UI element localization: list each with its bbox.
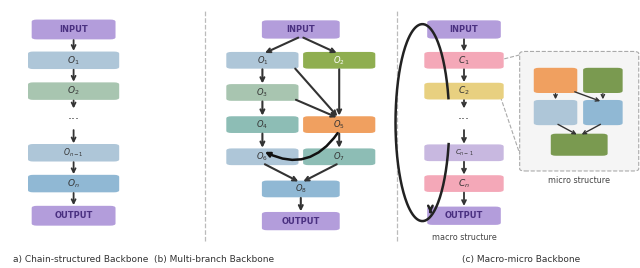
- Text: $C_{n-1}$: $C_{n-1}$: [454, 148, 474, 158]
- FancyBboxPatch shape: [32, 20, 115, 39]
- FancyBboxPatch shape: [534, 100, 577, 125]
- Text: ···: ···: [68, 113, 79, 126]
- FancyBboxPatch shape: [303, 148, 375, 165]
- FancyBboxPatch shape: [520, 51, 639, 171]
- FancyBboxPatch shape: [424, 52, 504, 69]
- FancyBboxPatch shape: [227, 116, 298, 133]
- Text: $O_2$: $O_2$: [67, 85, 80, 97]
- Text: OUTPUT: OUTPUT: [54, 211, 93, 220]
- Text: $O_4$: $O_4$: [257, 118, 268, 131]
- FancyBboxPatch shape: [551, 134, 607, 156]
- FancyBboxPatch shape: [583, 100, 623, 125]
- Text: $O_3$: $O_3$: [257, 86, 268, 99]
- FancyBboxPatch shape: [28, 51, 119, 69]
- Text: a) Chain-structured Backbone: a) Chain-structured Backbone: [13, 255, 148, 264]
- Text: $O_{n-1}$: $O_{n-1}$: [63, 147, 84, 159]
- Text: $O_7$: $O_7$: [333, 151, 345, 163]
- Text: micro structure: micro structure: [548, 176, 610, 185]
- FancyBboxPatch shape: [227, 52, 298, 69]
- FancyBboxPatch shape: [424, 175, 504, 192]
- FancyBboxPatch shape: [227, 84, 298, 101]
- Text: $O_6$: $O_6$: [257, 151, 268, 163]
- Text: $O_1$: $O_1$: [257, 54, 268, 66]
- FancyBboxPatch shape: [28, 82, 119, 100]
- Text: macro structure: macro structure: [431, 233, 497, 242]
- FancyBboxPatch shape: [424, 144, 504, 161]
- Text: OUTPUT: OUTPUT: [445, 211, 483, 220]
- FancyBboxPatch shape: [428, 20, 500, 39]
- FancyBboxPatch shape: [583, 68, 623, 93]
- Text: (b) Multi-branch Backbone: (b) Multi-branch Backbone: [154, 255, 275, 264]
- Text: $O_5$: $O_5$: [333, 118, 345, 131]
- Text: OUTPUT: OUTPUT: [282, 217, 320, 226]
- FancyBboxPatch shape: [262, 20, 340, 39]
- Text: (c) Macro-micro Backbone: (c) Macro-micro Backbone: [463, 255, 580, 264]
- FancyBboxPatch shape: [262, 212, 340, 230]
- FancyBboxPatch shape: [303, 116, 375, 133]
- Text: $O_8$: $O_8$: [295, 183, 307, 195]
- FancyBboxPatch shape: [428, 207, 500, 225]
- Text: $C_2$: $C_2$: [458, 85, 470, 97]
- FancyBboxPatch shape: [28, 175, 119, 192]
- FancyBboxPatch shape: [303, 52, 375, 69]
- Text: $C_1$: $C_1$: [458, 54, 470, 66]
- FancyBboxPatch shape: [424, 83, 504, 99]
- Text: $O_n$: $O_n$: [67, 177, 80, 190]
- Text: $C_n$: $C_n$: [458, 177, 470, 190]
- Text: INPUT: INPUT: [60, 25, 88, 34]
- Text: $O_2$: $O_2$: [333, 54, 345, 66]
- Text: INPUT: INPUT: [287, 25, 315, 34]
- FancyBboxPatch shape: [227, 148, 298, 165]
- Text: INPUT: INPUT: [450, 25, 478, 34]
- FancyBboxPatch shape: [262, 181, 340, 197]
- FancyBboxPatch shape: [28, 144, 119, 162]
- FancyBboxPatch shape: [534, 68, 577, 93]
- Text: $O_1$: $O_1$: [67, 54, 80, 66]
- FancyBboxPatch shape: [32, 206, 115, 226]
- Text: ···: ···: [458, 113, 470, 126]
